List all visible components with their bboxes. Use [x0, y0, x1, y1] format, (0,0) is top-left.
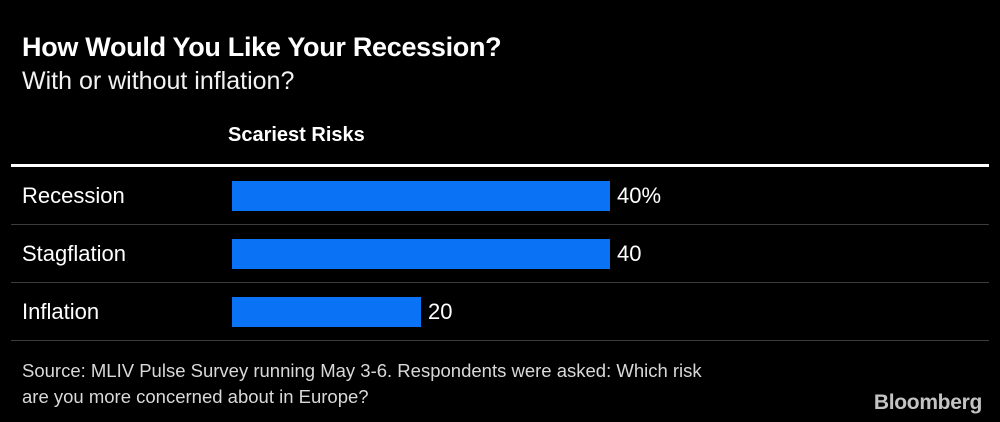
category-label: Inflation — [22, 298, 100, 324]
source-line-2: are you more concerned about in Europe? — [22, 386, 369, 407]
category-label: Stagflation — [22, 240, 126, 266]
source-line-1: Source: MLIV Pulse Survey running May 3-… — [22, 360, 702, 381]
chart-row-inflation: Inflation 20 — [11, 283, 989, 341]
chart-title: How Would You Like Your Recession? — [22, 32, 502, 62]
bar-stagflation — [232, 238, 610, 269]
bar-group: 40% — [232, 180, 662, 211]
bar-value-label: 20 — [428, 298, 453, 324]
bar-chart: Recession 40% Stagflation 40 Inflation 2… — [11, 167, 989, 341]
bar-group: 40 — [232, 238, 642, 269]
chart-row-recession: Recession 40% — [11, 167, 989, 225]
chart-subtitle: With or without inflation? — [22, 67, 295, 95]
bar-value-label: 40 — [617, 240, 642, 266]
source-note: Source: MLIV Pulse Survey running May 3-… — [22, 358, 702, 410]
column-header: Scariest Risks — [228, 124, 365, 146]
bar-inflation — [232, 296, 421, 327]
bar-value-label: 40% — [617, 182, 662, 208]
category-label: Recession — [22, 182, 125, 208]
chart-row-stagflation: Stagflation 40 — [11, 225, 989, 283]
bar-recession — [232, 180, 610, 211]
bloomberg-logo: Bloomberg — [873, 391, 982, 414]
axis-top-rule — [11, 164, 989, 167]
bar-group: 20 — [232, 296, 453, 327]
